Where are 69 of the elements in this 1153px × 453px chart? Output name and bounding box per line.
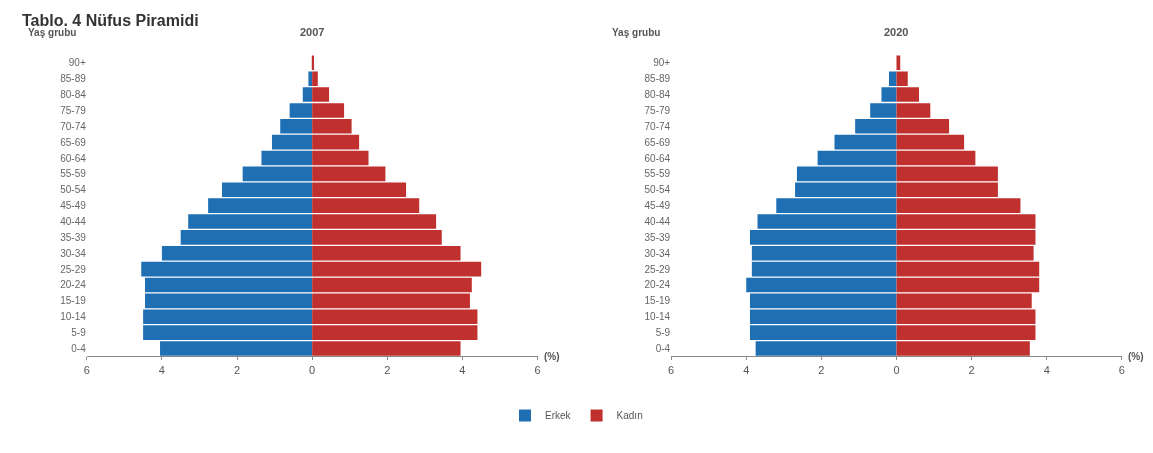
y-tick-label: 90+ — [68, 57, 86, 69]
y-tick-label: 80-84 — [60, 89, 87, 101]
y-tick-label: 70-74 — [60, 120, 87, 132]
x-axis-title: (%) — [1128, 351, 1144, 362]
legend-label: Kadın — [616, 410, 643, 422]
bar — [896, 277, 1040, 293]
y-tick-label: 65-69 — [644, 136, 671, 148]
y-tick-label: 90+ — [653, 57, 671, 69]
y-tick-label: 15-19 — [644, 295, 671, 307]
x-tick-label: 2 — [818, 363, 825, 376]
y-tick-label: 30-34 — [644, 247, 671, 259]
y-tick-label: 75-79 — [60, 104, 87, 116]
x-tick-label: 6 — [1118, 363, 1125, 376]
y-tick-label: 0-4 — [71, 342, 87, 354]
chart-title: 2007 — [300, 26, 325, 38]
y-tick-label: 60-64 — [644, 152, 671, 164]
y-tick-label: 50-54 — [60, 184, 87, 196]
y-tick-label: 10-14 — [644, 311, 671, 323]
y-axis-title: Yaş grubu — [28, 27, 77, 38]
bar — [145, 277, 313, 293]
y-tick-label: 60-64 — [60, 152, 87, 164]
bar — [817, 150, 897, 166]
y-tick-label: 20-24 — [644, 279, 671, 291]
x-tick-label: 0 — [893, 363, 900, 376]
y-tick-label: 40-44 — [60, 216, 87, 228]
x-axis-title: (%) — [544, 351, 560, 362]
x-tick-label: 4 — [158, 363, 165, 376]
y-tick-label: 35-39 — [644, 231, 671, 243]
y-tick-label: 20-24 — [60, 279, 87, 291]
chart-title: 2020 — [884, 26, 909, 38]
legend-label: Erkek — [545, 410, 572, 422]
y-tick-label: 30-34 — [60, 247, 87, 259]
bar — [746, 277, 897, 293]
y-tick-label: 85-89 — [644, 73, 671, 85]
y-tick-label: 15-19 — [60, 295, 87, 307]
y-tick-label: 80-84 — [644, 89, 671, 101]
bar — [312, 277, 472, 293]
y-tick-label: 25-29 — [60, 263, 87, 275]
y-tick-label: 70-74 — [644, 120, 671, 132]
x-tick-label: 6 — [534, 363, 541, 376]
y-tick-label: 10-14 — [60, 311, 87, 323]
y-tick-label: 55-59 — [60, 168, 87, 180]
y-tick-label: 75-79 — [644, 104, 671, 116]
y-tick-label: 50-54 — [644, 184, 671, 196]
x-tick-label: 0 — [309, 363, 316, 376]
bar — [312, 150, 369, 166]
y-axis-title: Yaş grubu — [612, 27, 661, 38]
y-tick-label: 45-49 — [60, 200, 87, 212]
x-tick-label: 6 — [668, 363, 675, 376]
bar — [261, 150, 313, 166]
x-tick-label: 4 — [743, 363, 750, 376]
x-tick-label: 2 — [233, 363, 241, 376]
y-tick-label: 5-9 — [655, 327, 671, 339]
y-tick-label: 5-9 — [71, 327, 87, 339]
y-tick-label: 25-29 — [644, 263, 671, 275]
x-tick-label: 2 — [968, 363, 975, 376]
y-tick-label: 45-49 — [644, 200, 671, 212]
y-tick-label: 85-89 — [60, 73, 87, 85]
x-tick-label: 4 — [459, 363, 466, 376]
x-tick-label: 4 — [1043, 363, 1050, 376]
y-tick-label: 0-4 — [655, 342, 671, 354]
y-tick-label: 55-59 — [644, 168, 671, 180]
y-tick-label: 40-44 — [644, 216, 671, 228]
bar — [896, 150, 976, 166]
y-tick-label: 35-39 — [60, 231, 87, 243]
x-tick-label: 6 — [83, 363, 90, 376]
y-tick-label: 65-69 — [60, 136, 87, 148]
x-tick-label: 2 — [384, 363, 391, 376]
text: Tablo. 4 Nüfus Piramidi — [22, 12, 199, 29]
